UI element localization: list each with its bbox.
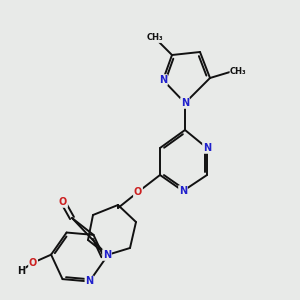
Text: N: N <box>85 277 94 286</box>
Text: O: O <box>134 187 142 197</box>
Text: O: O <box>29 258 37 268</box>
Text: N: N <box>203 143 211 153</box>
Text: N: N <box>103 250 111 260</box>
Text: O: O <box>59 197 67 207</box>
Text: N: N <box>159 75 167 85</box>
Text: N: N <box>179 186 187 196</box>
Text: CH₃: CH₃ <box>230 68 247 76</box>
Text: N: N <box>181 98 189 108</box>
Text: H: H <box>17 266 25 276</box>
Text: CH₃: CH₃ <box>147 34 163 43</box>
